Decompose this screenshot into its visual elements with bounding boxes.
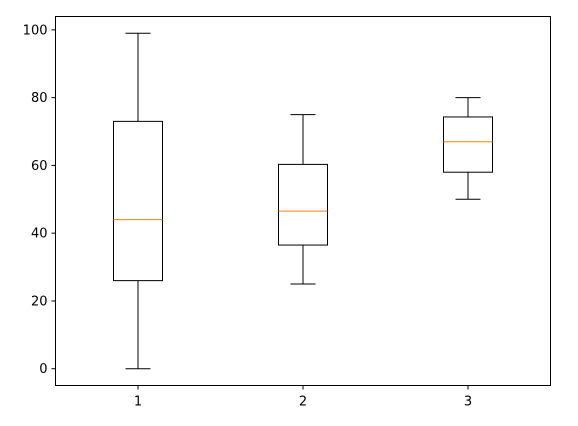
x-tick-label: 2 — [299, 395, 307, 410]
x-axis: 1 2 3 — [134, 385, 472, 410]
y-tick-label: 100 — [23, 23, 48, 38]
box-series-2 — [278, 114, 328, 285]
box-iqr — [443, 116, 493, 173]
box-series-3 — [443, 97, 493, 200]
y-tick-label: 20 — [31, 294, 48, 309]
x-tick-label: 3 — [464, 395, 472, 410]
y-tick-label: 40 — [31, 227, 48, 242]
box-series-1 — [113, 32, 163, 370]
y-tick-label: 0 — [39, 362, 47, 377]
y-tick-label: 60 — [31, 159, 48, 174]
axes-frame — [55, 16, 551, 386]
plot-area — [113, 32, 493, 370]
box-iqr — [278, 163, 328, 246]
x-tick-label: 1 — [134, 395, 142, 410]
y-axis: 0 20 40 60 80 100 — [23, 23, 56, 377]
y-tick-label: 80 — [31, 91, 48, 106]
box-iqr — [113, 120, 163, 282]
